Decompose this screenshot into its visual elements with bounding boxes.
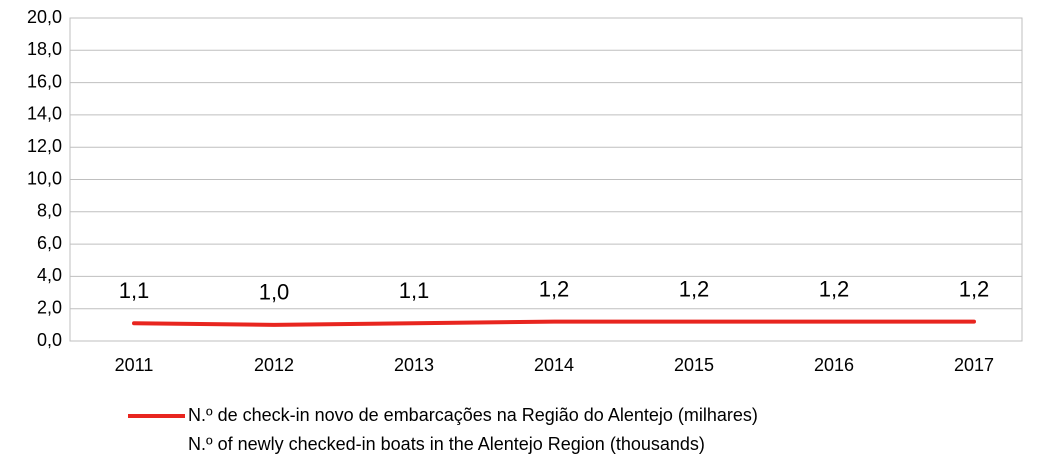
y-tick-label: 6,0 [37, 233, 62, 253]
y-tick-label: 20,0 [27, 7, 62, 27]
data-label: 1,2 [539, 276, 570, 301]
data-label: 1,1 [399, 278, 430, 303]
y-tick-label: 12,0 [27, 136, 62, 156]
x-tick-label: 2012 [254, 355, 294, 375]
y-tick-label: 18,0 [27, 39, 62, 59]
legend-label: N.º de check-in novo de embarcações na R… [188, 405, 758, 425]
data-label: 1,2 [679, 276, 710, 301]
data-label: 1,0 [259, 280, 290, 305]
x-tick-label: 2017 [954, 355, 994, 375]
y-tick-label: 14,0 [27, 104, 62, 124]
data-label: 1,1 [119, 278, 150, 303]
legend-label: N.º of newly checked-in boats in the Ale… [188, 434, 705, 454]
data-label: 1,2 [819, 276, 850, 301]
x-tick-label: 2014 [534, 355, 574, 375]
series-line [132, 319, 976, 327]
y-tick-label: 16,0 [27, 71, 62, 91]
y-tick-label: 10,0 [27, 168, 62, 188]
x-tick-label: 2015 [674, 355, 714, 375]
x-tick-label: 2016 [814, 355, 854, 375]
y-tick-label: 4,0 [37, 265, 62, 285]
data-label: 1,2 [959, 276, 990, 301]
x-tick-label: 2013 [394, 355, 434, 375]
y-tick-label: 2,0 [37, 297, 62, 317]
y-tick-label: 8,0 [37, 201, 62, 221]
x-tick-label: 2011 [115, 355, 154, 375]
y-tick-label: 0,0 [37, 330, 62, 350]
